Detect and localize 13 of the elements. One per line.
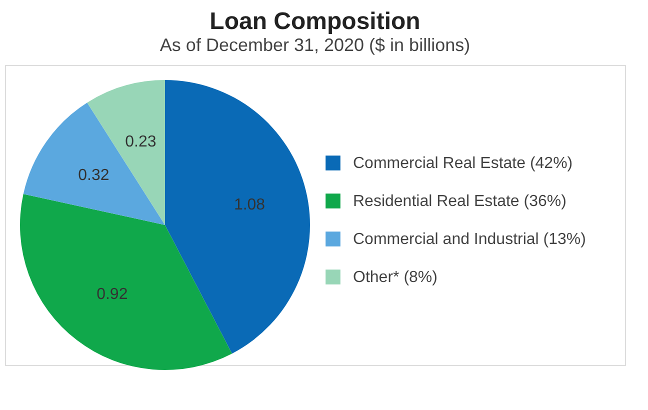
legend-label: Commercial and Industrial (13%): [353, 231, 586, 248]
chart-title: Loan Composition: [210, 8, 420, 35]
data-label: 1.08: [234, 196, 266, 214]
data-label: 0.32: [78, 167, 110, 184]
pie-slice: [165, 80, 310, 354]
legend-label: Residential Real Estate (36%): [353, 193, 566, 210]
legend-label: Other* (8%): [353, 269, 438, 286]
pie-slice: [20, 194, 232, 370]
legend-label: Commercial Real Estate (42%): [353, 155, 573, 172]
pie-slice: [23, 102, 165, 225]
data-label: 0.92: [96, 286, 128, 304]
data-label: 0.23: [125, 133, 156, 150]
chart-subtitle: As of December 31, 2020 ($ in billions): [160, 35, 470, 55]
